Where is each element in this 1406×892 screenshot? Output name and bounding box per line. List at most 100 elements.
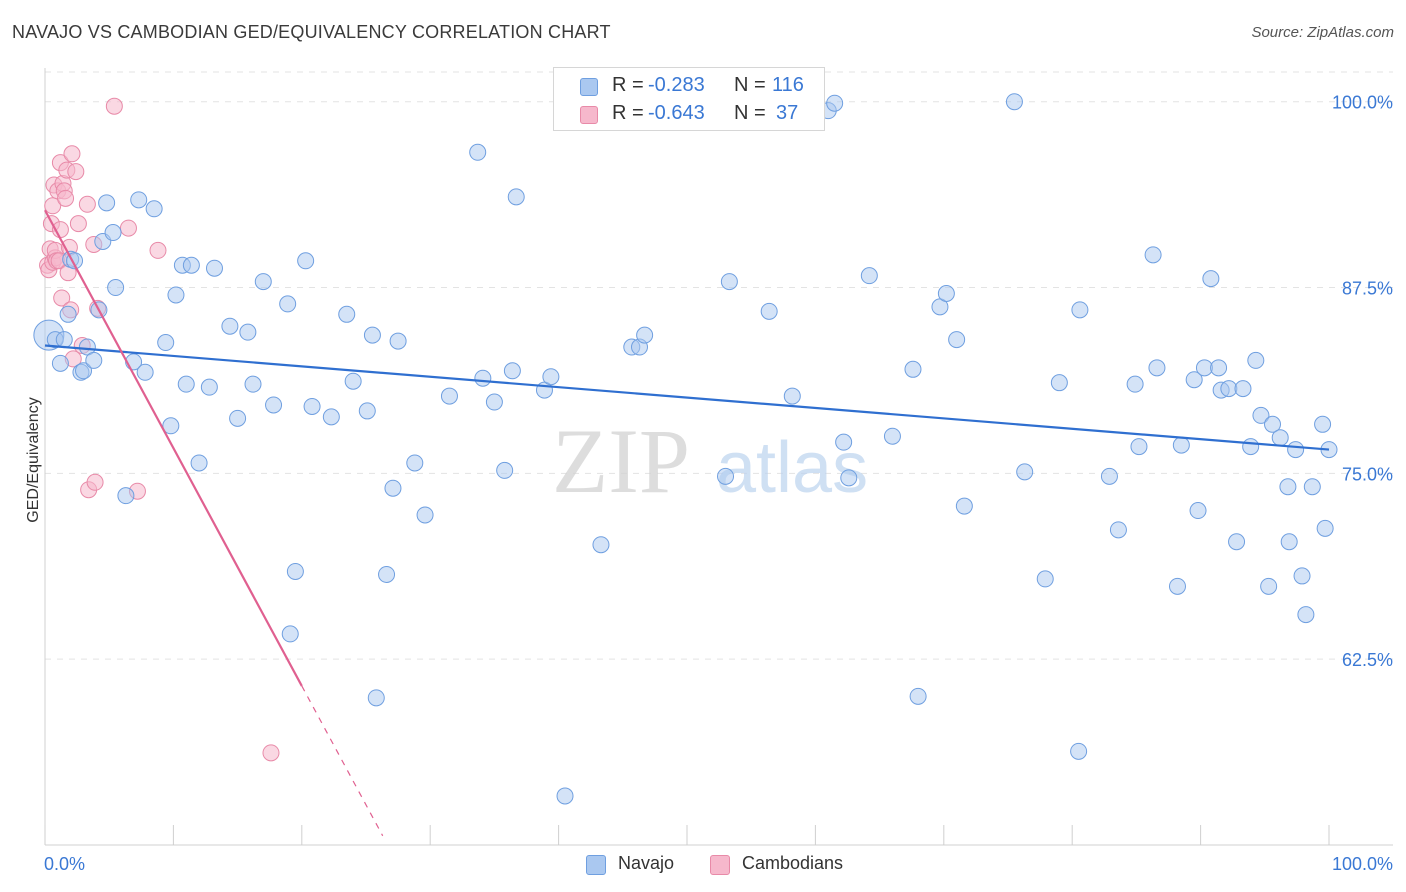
navajo-point	[221, 317, 239, 335]
navajo-point	[1271, 429, 1289, 447]
y-tick-label: 100.0%	[1332, 93, 1393, 113]
navajo-point	[1247, 351, 1265, 369]
stats-legend: R = -0.283 N = 116 R = -0.643 N = 37	[553, 67, 825, 131]
navajo-point	[1297, 606, 1315, 624]
navajo-point	[244, 375, 262, 393]
navajo-point	[367, 689, 385, 707]
legend-cambodians-swatch	[710, 855, 730, 875]
navajo-point	[1293, 567, 1311, 585]
navajo-point	[826, 94, 844, 112]
cambodian-point	[53, 289, 71, 307]
grid-lines	[45, 71, 1393, 660]
navajo-point	[1130, 438, 1148, 456]
y-tick-label: 75.0%	[1342, 464, 1393, 484]
navajo-point	[1126, 375, 1144, 393]
legend-navajo-swatch	[586, 855, 606, 875]
navajo-point	[440, 387, 458, 405]
navajo-point	[1210, 359, 1228, 377]
cambodian-point	[69, 215, 87, 233]
navajo-point	[363, 326, 381, 344]
navajo-point	[378, 565, 396, 583]
cambodian-trend-line	[44, 209, 303, 687]
navajo-point	[783, 387, 801, 405]
navajo-point	[1228, 533, 1246, 551]
navajo-point	[55, 331, 73, 349]
navajo-point	[75, 362, 93, 380]
navajo-point	[474, 369, 492, 387]
x-tick-label-min: 0.0%	[44, 854, 85, 874]
navajo-point	[542, 368, 560, 386]
axes	[44, 68, 1393, 846]
source-label: Source: ZipAtlas.com	[1251, 24, 1394, 41]
x-tick-labels: 0.0% 100.0%	[44, 854, 1393, 874]
cambodian-point	[262, 744, 280, 762]
navajo-point	[1144, 246, 1162, 264]
navajo-point	[229, 409, 247, 427]
cambodian-point	[149, 241, 167, 259]
navajo-point	[1148, 359, 1166, 377]
stats-row-navajo: R = -0.283 N = 116	[554, 72, 824, 100]
navajo-point	[485, 393, 503, 411]
navajo-point	[955, 497, 973, 515]
navajo-point	[1050, 374, 1068, 392]
chart-title: NAVAJO VS CAMBODIAN GED/EQUIVALENCY CORR…	[12, 22, 611, 42]
navajo-point	[190, 454, 208, 472]
bottom-legend: Navajo Cambodians	[0, 852, 1406, 878]
navajo-point	[1220, 380, 1238, 398]
navajo-point	[1168, 577, 1186, 595]
navajo-point	[1016, 463, 1034, 481]
navajo-point	[948, 331, 966, 349]
navajo-point	[281, 625, 299, 643]
navajo-point	[107, 279, 125, 297]
navajo-point	[1264, 415, 1282, 433]
navajo-point	[1314, 415, 1332, 433]
navajo-point	[104, 224, 122, 242]
navajo-point	[1189, 502, 1207, 520]
navajo-point	[1252, 406, 1270, 424]
navajo-point	[760, 302, 778, 320]
navajo-point	[358, 402, 376, 420]
navajo-point	[177, 375, 195, 393]
navajo-points	[33, 91, 1338, 805]
navajo-point	[507, 188, 525, 206]
stats-row-cambodians: R = -0.643 N = 37	[554, 100, 824, 128]
navajo-point	[1172, 436, 1190, 454]
navajo-point	[205, 259, 223, 277]
navajo-point	[1202, 270, 1220, 288]
cambodian-points	[39, 97, 280, 762]
navajo-point	[51, 354, 69, 372]
watermark: ZIP atlas	[552, 410, 868, 512]
navajo-point	[254, 273, 272, 291]
navajo-point	[1287, 441, 1305, 459]
legend-cambodians-label: Cambodians	[742, 853, 844, 873]
navajo-point	[904, 360, 922, 378]
cambodian-point	[57, 189, 75, 207]
navajo-point	[860, 267, 878, 285]
navajo-n-label: N =	[734, 74, 766, 96]
y-tick-label: 62.5%	[1342, 650, 1393, 670]
navajo-point	[265, 396, 283, 414]
navajo-point	[469, 143, 487, 161]
navajo-point	[344, 372, 362, 390]
navajo-point	[98, 194, 116, 212]
y-tick-label: 87.5%	[1342, 279, 1393, 299]
navajo-point	[157, 334, 175, 352]
y-tick-labels: 100.0% 87.5% 75.0% 62.5%	[1332, 93, 1393, 670]
navajo-trend-line	[44, 344, 1330, 451]
navajo-point	[239, 323, 257, 341]
cambodian-n-label: N =	[734, 102, 766, 124]
navajo-point	[636, 326, 654, 344]
navajo-r-label: R =	[612, 74, 644, 96]
navajo-point	[130, 191, 148, 209]
cambodian-swatch	[580, 106, 598, 124]
navajo-point	[338, 305, 356, 323]
navajo-point	[416, 506, 434, 524]
cambodian-r-label: R =	[612, 102, 644, 124]
cambodian-trend-extension	[301, 685, 384, 837]
navajo-point	[1303, 478, 1321, 496]
cambodian-point	[44, 197, 62, 215]
navajo-point	[384, 479, 402, 497]
navajo-point	[1279, 478, 1297, 496]
navajo-point	[1316, 519, 1334, 537]
